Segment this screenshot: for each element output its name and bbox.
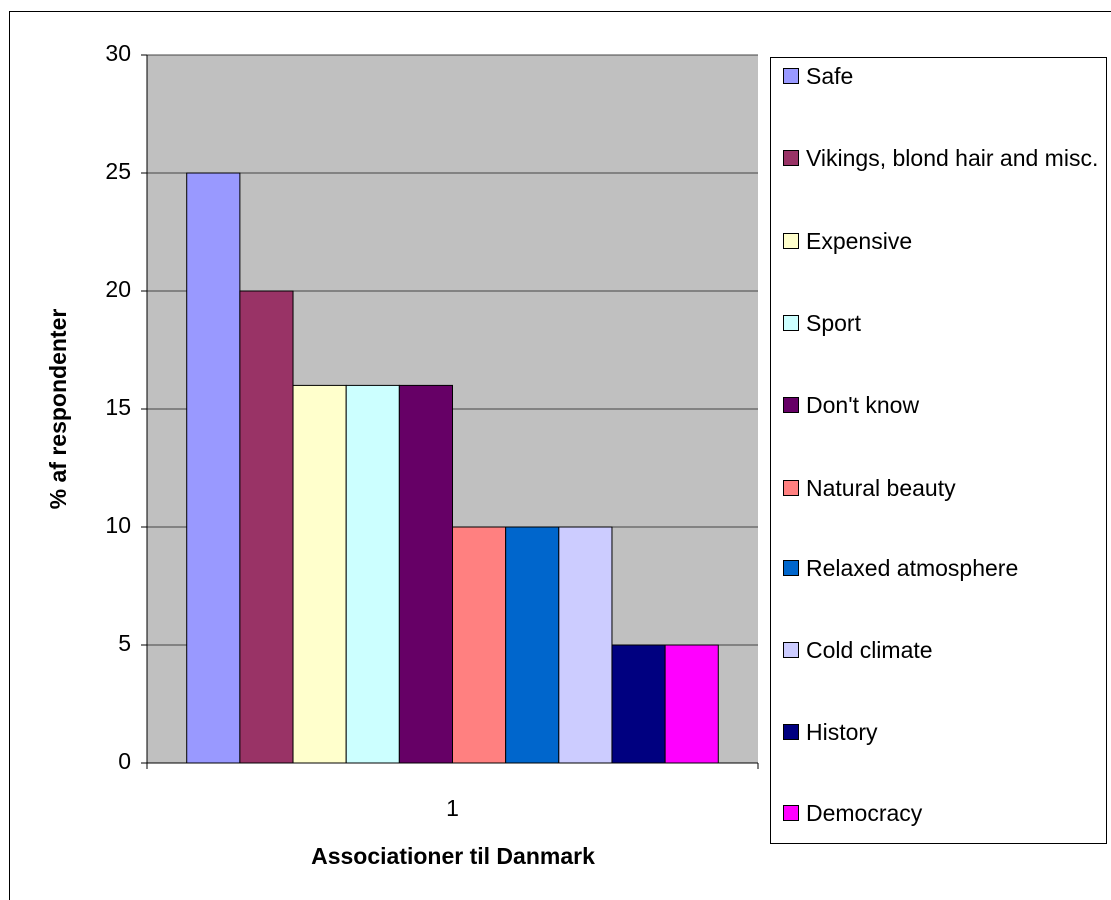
- legend-item: Don't know: [783, 391, 1103, 419]
- legend-label: Natural beauty: [806, 475, 956, 501]
- bar: [186, 172, 241, 764]
- legend-label: Vikings, blond hair and misc.: [806, 145, 1099, 171]
- legend-swatch: [783, 150, 799, 166]
- chart-border: [9, 11, 1111, 900]
- legend-swatch: [783, 480, 799, 496]
- legend-item: Expensive: [783, 227, 1103, 255]
- legend-swatch: [783, 233, 799, 249]
- y-tick-label: 15: [105, 394, 131, 420]
- bar: [452, 526, 507, 764]
- legend-label: Safe: [806, 63, 854, 89]
- legend-item: Cold climate: [783, 636, 1103, 664]
- legend-label: Cold climate: [806, 637, 933, 663]
- legend-label: Sport: [806, 310, 861, 336]
- legend-swatch: [783, 68, 799, 84]
- y-tick-label: 5: [118, 630, 131, 656]
- y-tick-label: 10: [105, 512, 131, 538]
- legend-item: Vikings, blond hair and misc.: [783, 144, 1103, 172]
- y-tick-label: 20: [105, 276, 131, 302]
- legend-label: History: [806, 719, 878, 745]
- legend-item: Relaxed atmosphere: [783, 554, 1103, 582]
- legend-swatch: [783, 642, 799, 658]
- bar: [239, 290, 294, 764]
- y-axis-label: % af respondenter: [45, 309, 71, 510]
- x-tick-label: 1: [446, 795, 459, 821]
- legend-label: Expensive: [806, 228, 913, 254]
- legend-swatch: [783, 724, 799, 740]
- legend-swatch: [783, 315, 799, 331]
- bar: [398, 384, 453, 764]
- legend-label: Democracy: [806, 800, 923, 826]
- y-tick-label: 25: [105, 158, 131, 184]
- bar: [558, 526, 613, 764]
- legend: Safe Vikings, blond hair and misc. Expensi…: [770, 57, 1107, 844]
- bar: [611, 644, 666, 764]
- bar: [505, 526, 560, 764]
- legend-swatch: [783, 397, 799, 413]
- legend-swatch: [783, 805, 799, 821]
- y-tick-label: 0: [118, 748, 131, 774]
- legend-item: Democracy: [783, 799, 1103, 827]
- legend-label: Don't know: [806, 392, 920, 418]
- legend-swatch: [783, 560, 799, 576]
- bar: [345, 384, 400, 764]
- x-axis-label: Associationer til Danmark: [311, 843, 595, 869]
- legend-item: Sport: [783, 309, 1103, 337]
- bar: [664, 644, 719, 764]
- legend-item: History: [783, 718, 1103, 746]
- bar: [292, 384, 347, 764]
- legend-item: Safe: [783, 62, 1103, 90]
- legend-item: Natural beauty: [783, 474, 1103, 502]
- y-tick-label: 30: [105, 40, 131, 66]
- legend-label: Relaxed atmosphere: [806, 555, 1019, 581]
